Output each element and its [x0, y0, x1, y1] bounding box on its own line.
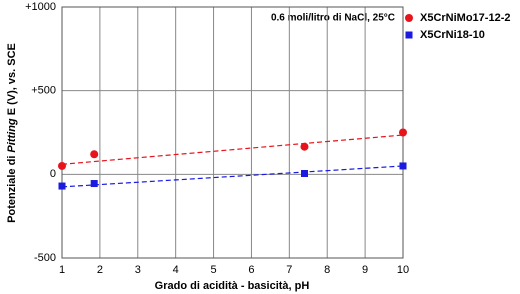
point	[58, 161, 66, 170]
x-tick-label: 2	[97, 264, 103, 276]
y-label-part: Pitting	[6, 118, 18, 152]
x-tick-label: 7	[286, 264, 292, 276]
legend-label: X5CrNi18-10	[420, 29, 485, 41]
x-axis-label: Grado di acidità - basicità, pH	[155, 280, 310, 292]
point	[300, 169, 308, 177]
legend-marker	[405, 31, 413, 39]
x-tick-label: 1	[59, 264, 65, 276]
annotation: 0.6 moli/litro di NaCl, 25°C	[271, 13, 395, 24]
point	[90, 150, 99, 159]
point	[399, 162, 407, 170]
x-tick-label: 5	[210, 264, 216, 276]
x-tick-label: 9	[362, 264, 368, 276]
x-tick-label: 10	[397, 264, 409, 276]
y-tick-label: 0	[50, 168, 56, 180]
y-axis-label: Potenziale di Pitting E (V), vs. SCE	[6, 43, 18, 223]
y-label-part: E (V), vs. SCE	[6, 43, 18, 118]
x-tick-label: 6	[248, 264, 254, 276]
x-tick-label: 8	[324, 264, 330, 276]
point	[300, 142, 309, 151]
trend-line	[61, 165, 404, 188]
point	[58, 182, 66, 190]
x-tick-label: 3	[135, 264, 141, 276]
point	[90, 180, 98, 188]
trend-line	[61, 134, 404, 165]
plot-border	[61, 6, 404, 259]
y-tick-label: -500	[34, 252, 56, 264]
legend-label: X5CrNiMo17-12-2	[420, 12, 510, 24]
y-label-part: Potenziale di	[6, 153, 18, 223]
y-tick-label: +500	[31, 85, 56, 97]
plot-layer	[61, 6, 404, 259]
x-tick-label: 4	[173, 264, 179, 276]
legend-marker	[405, 14, 413, 22]
point	[399, 128, 407, 137]
y-tick-label: +1000	[25, 1, 56, 13]
